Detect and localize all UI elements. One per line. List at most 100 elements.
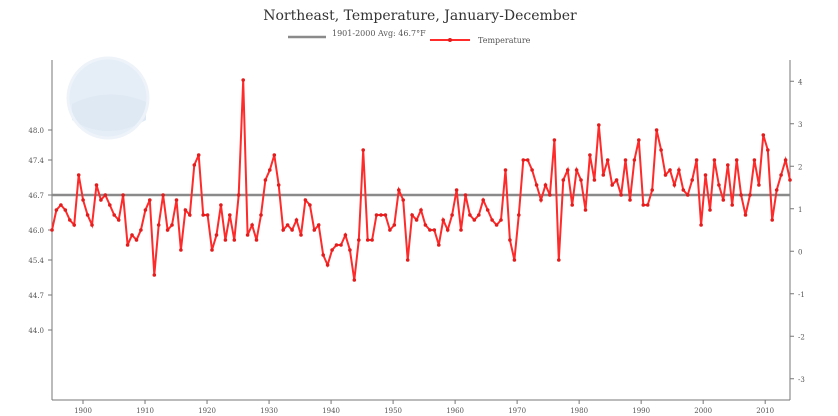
temperature-point xyxy=(250,223,254,227)
temperature-point xyxy=(703,173,708,177)
left-tick-label: 46.0 xyxy=(28,227,44,235)
x-axis-ticks: 1900 1910 1920 1930 1940 1950 1960 1970 1980 1990… xyxy=(74,400,774,415)
temperature-point xyxy=(81,198,85,202)
temperature-point xyxy=(721,198,726,202)
temperature-point xyxy=(677,168,681,172)
temperature-point xyxy=(281,228,286,232)
temperature-point xyxy=(370,238,374,242)
temperature-point xyxy=(259,213,263,217)
temperature-point xyxy=(348,248,352,252)
right-tick-label: 1 xyxy=(798,206,802,214)
temperature-point xyxy=(619,193,623,197)
temperature-point xyxy=(330,248,334,252)
temperature-point xyxy=(570,203,574,207)
temperature-point xyxy=(783,158,788,162)
temperature-point xyxy=(614,178,619,182)
temperature-point xyxy=(299,233,303,237)
temperature-point xyxy=(414,218,419,222)
temperature-point xyxy=(125,243,130,247)
temperature-series-line xyxy=(51,79,791,281)
temperature-point xyxy=(303,198,308,202)
temperature-point xyxy=(468,213,472,217)
temperature-point xyxy=(774,188,779,192)
temperature-point xyxy=(663,173,668,177)
temperature-point xyxy=(156,223,161,227)
temperature-point xyxy=(552,138,557,142)
temperature-point xyxy=(565,168,570,172)
temperature-points xyxy=(50,78,792,282)
temperature-point xyxy=(321,253,326,257)
legend-average-label: 1901-2000 Avg: 46.7°F xyxy=(332,29,426,38)
x-tick-label: 2010 xyxy=(756,407,774,415)
temperature-point xyxy=(726,163,730,167)
temperature-point xyxy=(654,128,659,132)
noaa-logo xyxy=(66,56,150,140)
right-tick-label: 0 xyxy=(798,248,802,256)
temperature-point xyxy=(699,223,703,227)
temperature-point xyxy=(574,168,579,172)
temperature-point xyxy=(739,193,743,197)
temperature-point xyxy=(236,193,241,197)
temperature-point xyxy=(645,203,650,207)
temperature-point xyxy=(579,178,583,182)
x-tick-label: 1950 xyxy=(384,407,402,415)
temperature-point xyxy=(441,218,446,222)
x-tick-label: 1970 xyxy=(508,407,526,415)
legend: 1901-2000 Avg: 46.7°F Temperature xyxy=(288,29,531,45)
temperature-point xyxy=(788,178,792,182)
temperature-point xyxy=(361,148,366,152)
temperature-point xyxy=(285,223,290,227)
temperature-point xyxy=(174,198,179,202)
temperature-point xyxy=(112,213,116,217)
temperature-point xyxy=(90,223,94,227)
temperature-point xyxy=(276,183,281,187)
temperature-point xyxy=(428,228,432,232)
temperature-point xyxy=(205,213,210,217)
temperature-point xyxy=(779,173,783,177)
temperature-point xyxy=(548,193,552,197)
temperature-point xyxy=(437,243,441,247)
temperature-point xyxy=(374,213,379,217)
temperature-point xyxy=(219,203,223,207)
temperature-point xyxy=(419,208,423,212)
temperature-point xyxy=(463,193,468,197)
temperature-point xyxy=(432,228,437,232)
temperature-point xyxy=(623,158,628,162)
temperature-point xyxy=(632,158,637,162)
temperature-point xyxy=(85,213,90,217)
temperature-point xyxy=(241,78,245,82)
temperature-point xyxy=(405,258,410,262)
temperature-point xyxy=(130,233,134,237)
temperature-point xyxy=(210,248,214,252)
temperature-point xyxy=(668,168,672,172)
temperature-point xyxy=(543,183,548,187)
left-tick-label: 44.7 xyxy=(28,292,44,300)
x-tick-label: 1940 xyxy=(322,407,340,415)
legend-temperature-label: Temperature xyxy=(478,36,531,45)
temperature-point xyxy=(272,153,277,157)
temperature-point xyxy=(597,123,601,127)
temperature-point xyxy=(223,238,228,242)
temperature-point xyxy=(485,208,490,212)
temperature-point xyxy=(766,148,770,152)
right-tick-label: -2 xyxy=(798,333,805,341)
temperature-point xyxy=(454,188,459,192)
temperature-point xyxy=(143,208,148,212)
temperature-point xyxy=(165,228,170,232)
temperature-point xyxy=(761,133,766,137)
temperature-point xyxy=(508,238,512,242)
temperature-point xyxy=(192,163,197,167)
temperature-point xyxy=(641,203,646,207)
right-tick-label: 4 xyxy=(798,78,803,86)
temperature-point xyxy=(490,218,494,222)
temperature-point xyxy=(263,178,268,182)
x-tick-label: 1930 xyxy=(260,407,278,415)
left-tick-label: 45.4 xyxy=(28,257,44,265)
temperature-point xyxy=(383,213,388,217)
temperature-point xyxy=(752,158,757,162)
left-tick-label: 46.7 xyxy=(28,192,44,200)
temperature-point xyxy=(72,223,76,227)
temperature-point xyxy=(717,183,721,187)
temperature-point xyxy=(503,168,508,172)
temperature-point xyxy=(76,173,81,177)
